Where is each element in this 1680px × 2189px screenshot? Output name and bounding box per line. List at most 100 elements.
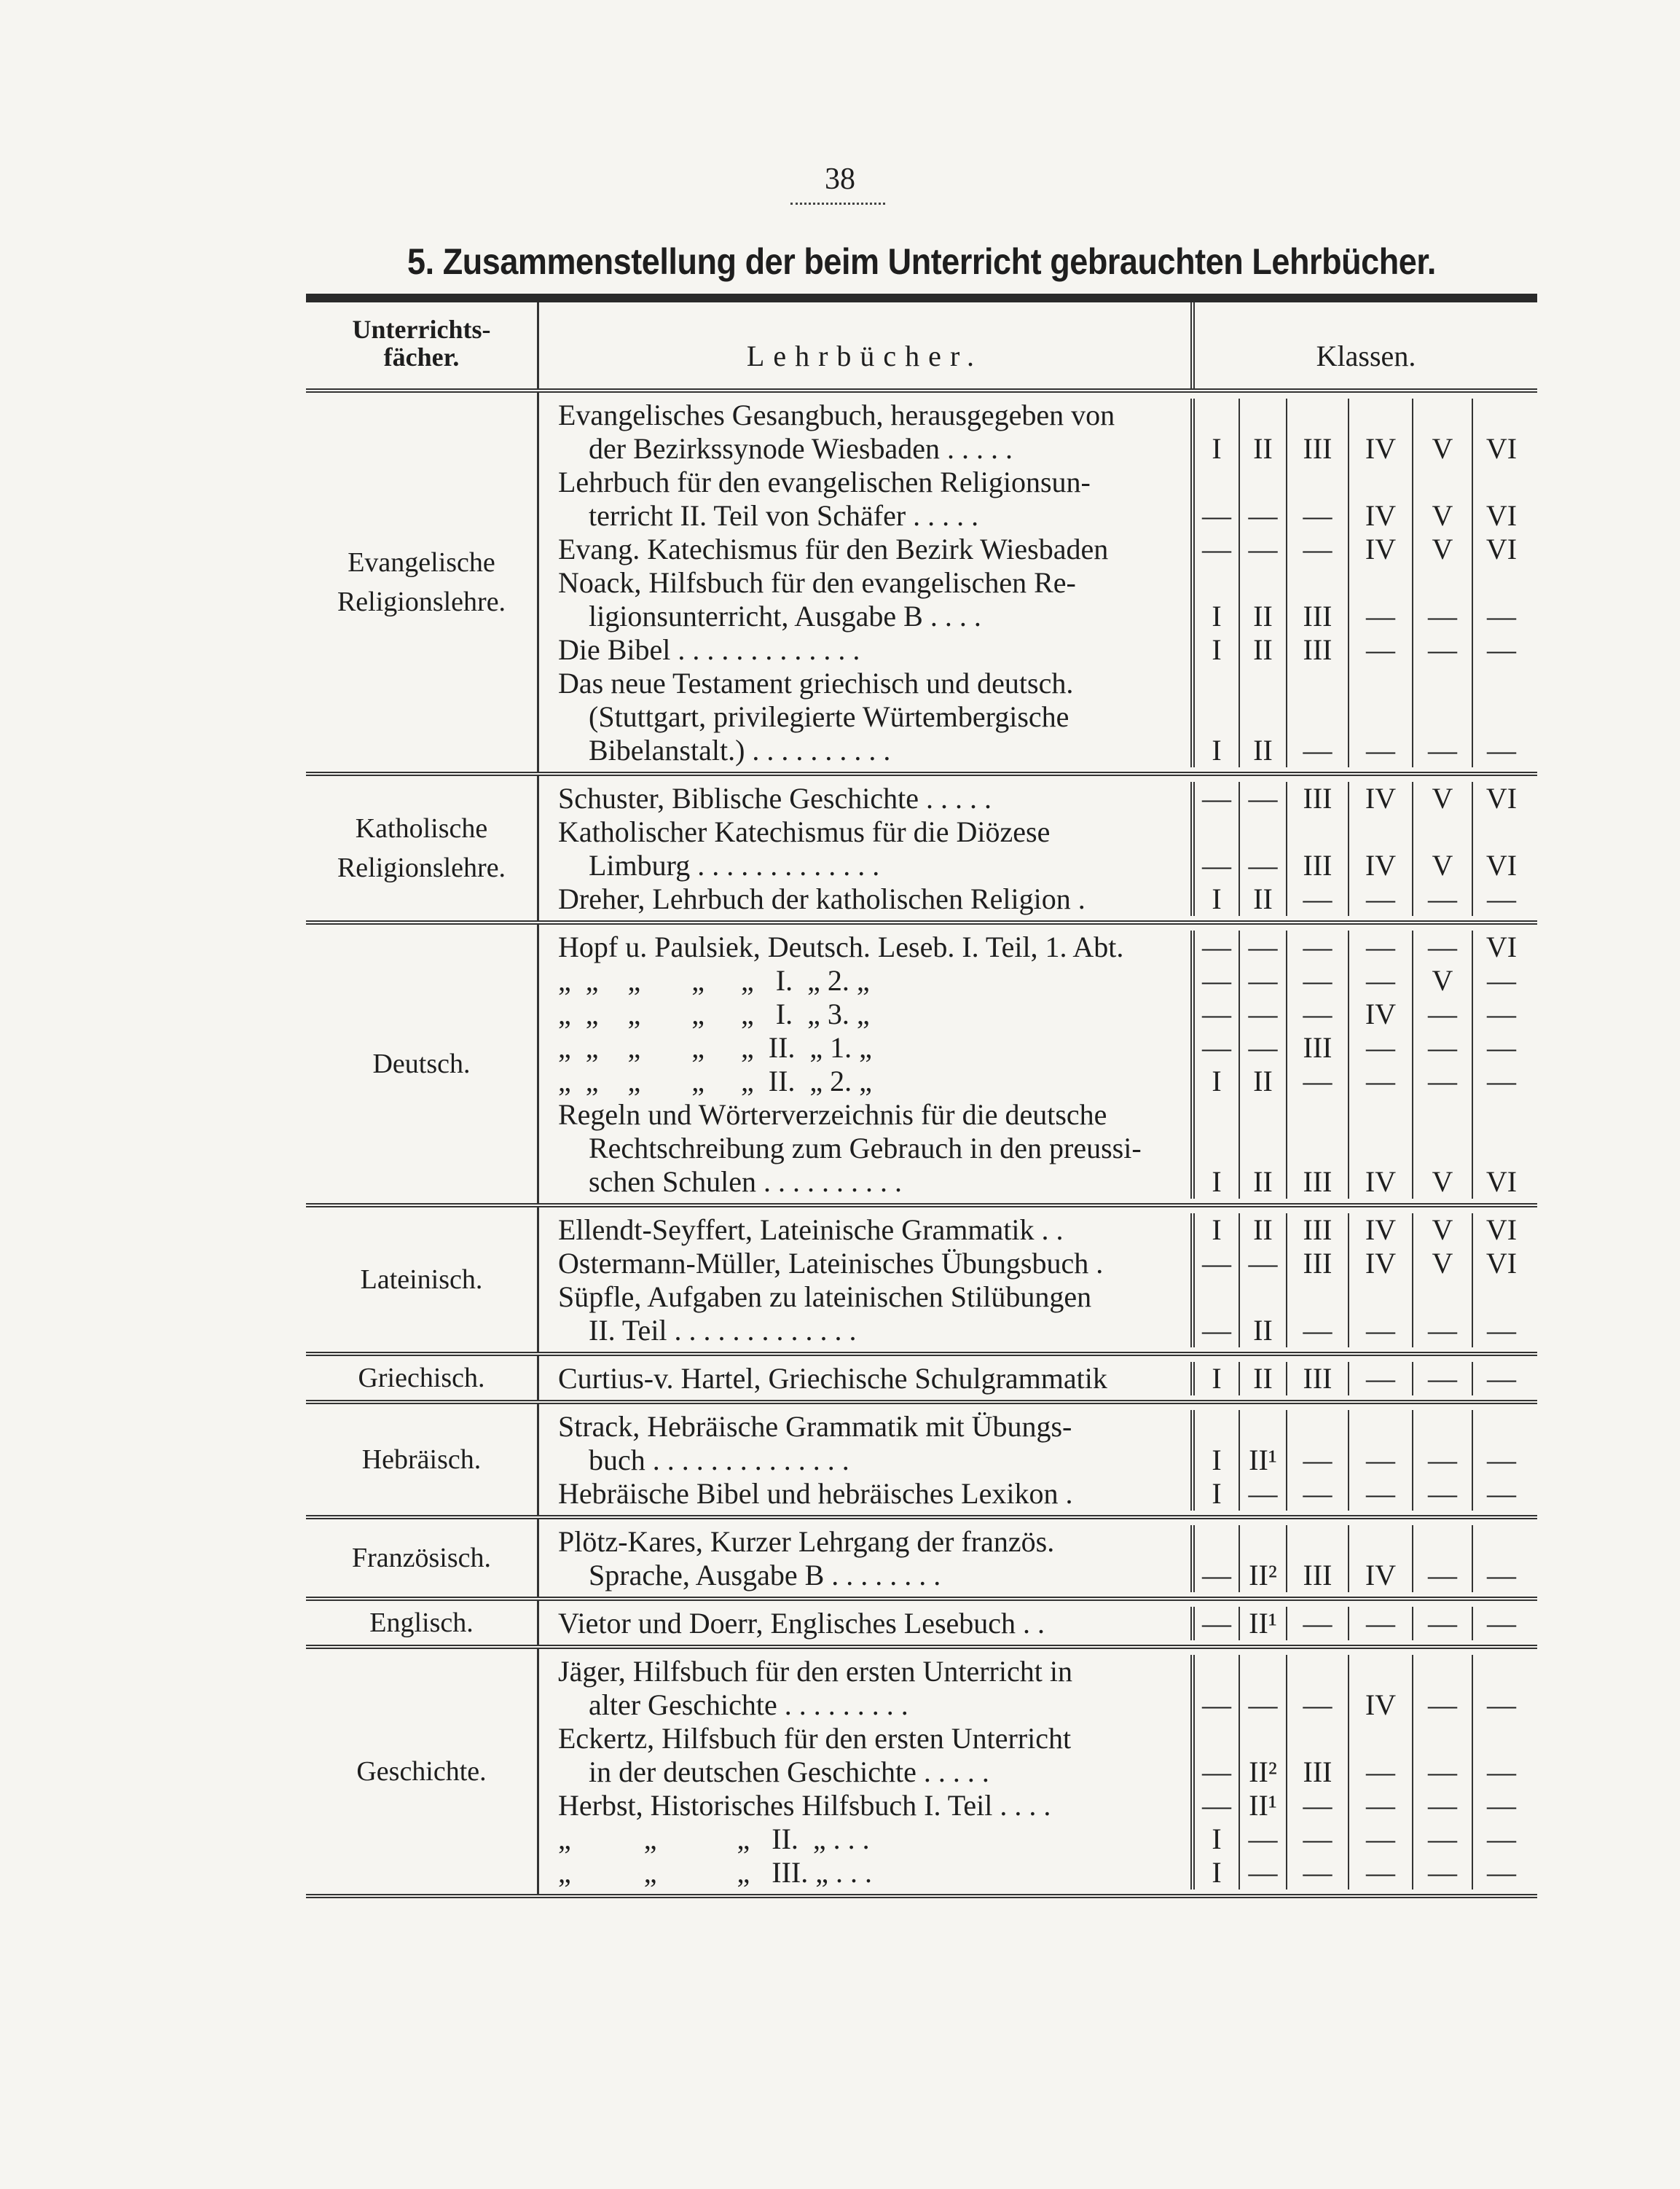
textbook-row: Katholischer Katechismus für die Diözese…: [539, 815, 1537, 882]
class-cell: —: [1349, 1607, 1413, 1640]
header-subjects: Unterrichts- fächer.: [306, 302, 539, 388]
subject-name: Französisch.: [351, 1543, 492, 1573]
class-cell: II: [1240, 667, 1287, 767]
class-cell: —: [1287, 533, 1349, 566]
table-header: Unterrichts- fächer. Lehrbücher. Klassen…: [306, 302, 1537, 393]
class-cell: —: [1487, 1065, 1516, 1097]
class-cell: —: [1349, 1065, 1413, 1098]
class-cell: VI: [1485, 1213, 1518, 1246]
class-cell: —: [1287, 667, 1349, 767]
subject-section: Englisch. Vietor und Doerr, Englisches Le…: [306, 1597, 1537, 1645]
textbook-row: Ostermann-Müller, Lateinisches Übungsbuc…: [539, 1247, 1537, 1280]
subject-cell: Französisch.: [306, 1519, 539, 1597]
textbook-title: „ „ „ III. „ . . .: [539, 1856, 1195, 1890]
textbook-title-line: buch . . . . . . . . . . . . . .: [589, 1444, 849, 1476]
class-cell: —: [1195, 998, 1240, 1031]
class-cell: —: [1413, 667, 1473, 767]
textbook-title-line: „ „ „ „ „ I. „ 3. „: [558, 998, 870, 1030]
textbook-title-line: Noack, Hilfsbuch für den evangelischen R…: [558, 566, 1076, 599]
textbook-title-line: „ „ „ III. „ . . .: [558, 1856, 872, 1889]
class-cell: IV: [1349, 533, 1413, 566]
subject-section: Katholische Religionslehre. Schuster, Bibl…: [306, 772, 1537, 920]
textbook-row: Strack, Hebräische Grammatik mit Übungs-…: [539, 1410, 1537, 1477]
class-cell: —: [1487, 1688, 1516, 1721]
textbook-title-line: Katholischer Katechismus für die Diözese: [558, 815, 1051, 848]
class-cell: III: [1287, 1525, 1349, 1592]
textbook-title-line: II. Teil . . . . . . . . . . . . .: [589, 1314, 857, 1347]
subject-cell: Evangelische Religionslehre.: [306, 393, 539, 772]
class-cell: II²: [1240, 1525, 1287, 1592]
textbook-title: Noack, Hilfsbuch für den evangelischen R…: [539, 566, 1195, 633]
subject-section: Evangelische Religionslehre. Evangelisches…: [306, 393, 1537, 772]
textbook-row: Herbst, Historisches Hilfsbuch I. Teil .…: [539, 1789, 1537, 1822]
class-cell: —: [1487, 1559, 1516, 1591]
textbook-row: Dreher, Lehrbuch der katholischen Religi…: [539, 882, 1537, 916]
textbook-row: Süpfle, Aufgaben zu lateinischen Stilübu…: [539, 1280, 1537, 1347]
class-cell: II: [1240, 633, 1287, 667]
textbook-title-line: Plötz-Kares, Kurzer Lehrgang der französ…: [558, 1525, 1055, 1558]
textbook-title: Evang. Katechismus für den Bezirk Wiesba…: [539, 533, 1195, 566]
textbook-table: Unterrichts- fächer. Lehrbücher. Klassen…: [306, 294, 1537, 1898]
class-cell: II: [1240, 399, 1287, 466]
class-cell: —: [1287, 1822, 1349, 1856]
class-cell: IV: [1349, 399, 1413, 466]
class-cell: II²: [1240, 1722, 1287, 1789]
class-cell: —: [1413, 931, 1473, 964]
textbook-title-line: terricht II. Teil von Schäfer . . . . .: [589, 499, 979, 532]
textbook-title: Jäger, Hilfsbuch für den ersten Unterric…: [539, 1655, 1195, 1722]
textbook-title: Lehrbuch für den evangelischen Religions…: [539, 466, 1195, 533]
subject-section: Griechisch. Curtius-v. Hartel, Griechisch…: [306, 1352, 1537, 1400]
class-cell: —: [1413, 1280, 1473, 1347]
textbook-title-line: „ „ „ „ „ II. „ 1. „: [558, 1031, 872, 1064]
class-cell: —: [1287, 998, 1349, 1031]
textbook-row: Lehrbuch für den evangelischen Religions…: [539, 466, 1537, 533]
textbook-row: Plötz-Kares, Kurzer Lehrgang der französ…: [539, 1525, 1537, 1592]
class-cell: —: [1240, 1477, 1287, 1511]
textbook-title-line: in der deutschen Geschichte . . . . .: [589, 1755, 989, 1788]
class-cell: V: [1413, 815, 1473, 882]
class-cell: —: [1413, 1362, 1473, 1395]
textbook-row: Die Bibel . . . . . . . . . . . . . I II II…: [539, 633, 1537, 667]
class-cell: —: [1349, 1822, 1413, 1856]
textbook-title: Eckertz, Hilfsbuch für den ersten Unterr…: [539, 1722, 1195, 1789]
class-cell: VI: [1485, 1165, 1518, 1198]
textbook-row: „ „ „ III. „ . . . I — — — — —: [539, 1856, 1537, 1890]
textbook-row: Evangelisches Gesangbuch, herausgegeben …: [539, 399, 1537, 466]
textbook-title-line: Curtius-v. Hartel, Griechische Schulgram…: [558, 1362, 1107, 1395]
textbook-title-line: Ostermann-Müller, Lateinisches Übungsbuc…: [558, 1247, 1104, 1280]
class-cell: —: [1195, 1789, 1240, 1822]
textbook-title-line: Evang. Katechismus für den Bezirk Wiesba…: [558, 533, 1109, 565]
class-cell: VI: [1485, 782, 1518, 815]
subject-name: Lateinisch.: [360, 1264, 483, 1295]
class-cell: III: [1287, 1031, 1349, 1065]
textbook-title-line: Jäger, Hilfsbuch für den ersten Unterric…: [558, 1655, 1072, 1688]
textbook-title: Plötz-Kares, Kurzer Lehrgang der französ…: [539, 1525, 1195, 1592]
class-cell: —: [1240, 1856, 1287, 1890]
class-cell: —: [1349, 882, 1413, 916]
class-cell: —: [1287, 466, 1349, 533]
class-cell: —: [1349, 1031, 1413, 1065]
class-cell: IV: [1349, 1525, 1413, 1592]
class-cell: —: [1413, 882, 1473, 916]
textbook-title: „ „ „ „ „ I. „ 3. „: [539, 998, 1195, 1031]
textbook-entries: Schuster, Biblische Geschichte . . . . .…: [539, 776, 1537, 920]
subject-name: Religionslehre.: [337, 853, 506, 883]
class-cell: IV: [1349, 466, 1413, 533]
class-cell: —: [1487, 1444, 1516, 1476]
textbook-title-line: „ „ „ „ „ I. „ 2. „: [558, 964, 870, 997]
textbook-title-line: Bibelanstalt.) . . . . . . . . . .: [589, 734, 891, 767]
page-number: 38: [825, 162, 855, 196]
subject-name: Evangelische: [348, 547, 495, 578]
class-cell: I: [1195, 1856, 1240, 1890]
class-cell: —: [1487, 1477, 1516, 1510]
textbook-title: Hopf u. Paulsiek, Deutsch. Leseb. I. Tei…: [539, 931, 1195, 964]
textbook-row: „ „ „ „ „ I. „ 2. „ — — — — V —: [539, 964, 1537, 998]
textbook-row: Jäger, Hilfsbuch für den ersten Unterric…: [539, 1655, 1537, 1722]
class-cell: V: [1413, 1098, 1473, 1199]
textbook-title: Evangelisches Gesangbuch, herausgegeben …: [539, 399, 1195, 466]
textbook-title: Schuster, Biblische Geschichte . . . . .: [539, 782, 1195, 815]
textbook-title-line: Limburg . . . . . . . . . . . . .: [589, 849, 880, 882]
textbook-title-line: alter Geschichte . . . . . . . . .: [589, 1688, 908, 1721]
class-cell: —: [1240, 931, 1287, 964]
textbook-row: Curtius-v. Hartel, Griechische Schulgram…: [539, 1362, 1537, 1395]
